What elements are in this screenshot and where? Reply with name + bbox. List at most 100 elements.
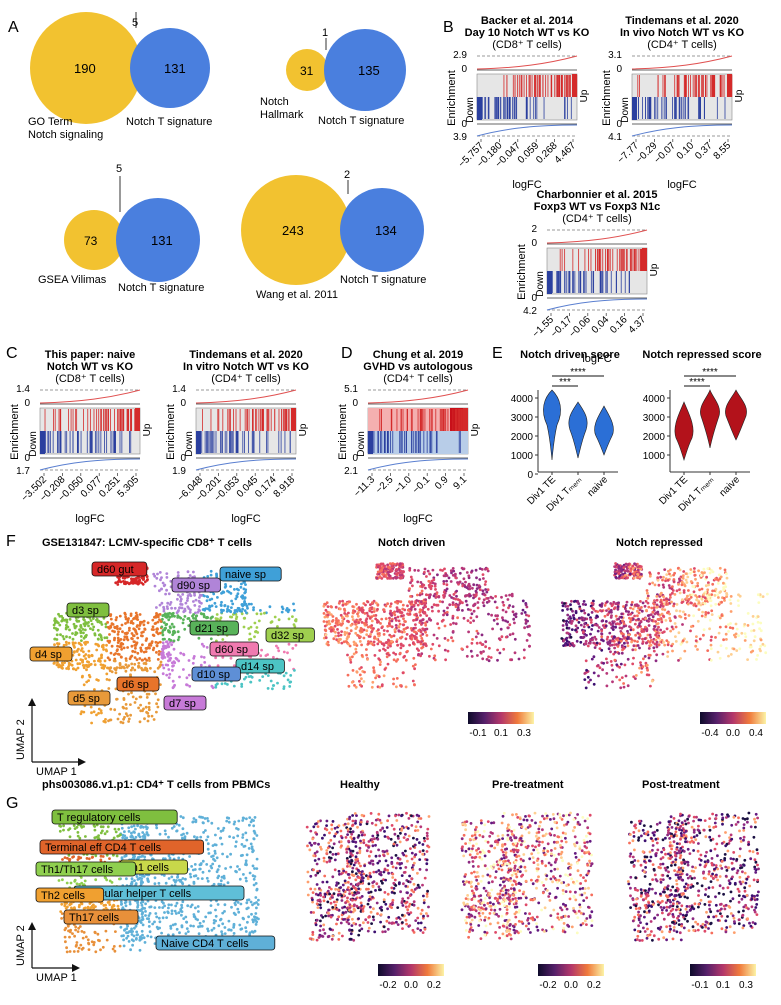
umap-f-cell <box>253 635 256 638</box>
umap-f-cell <box>130 663 133 666</box>
umap-f-repressed-cell <box>647 606 650 609</box>
umap-f-repressed-cell <box>750 646 753 649</box>
umap-f-driven-cell <box>399 623 402 626</box>
umap-f-repressed-cell <box>630 618 633 621</box>
umap-f-driven-cell <box>371 681 374 684</box>
umap-f-repressed-cell <box>566 614 569 617</box>
umap-f-driven-cell <box>409 613 412 616</box>
umap-f-repressed-cell <box>591 624 594 627</box>
violin-sig-1: **** <box>689 377 705 388</box>
umap-f-repressed-cell <box>712 571 715 574</box>
umap-f-repressed-cell <box>580 624 583 627</box>
umap-f-cell <box>249 681 252 684</box>
umap-f-driven-cell <box>450 569 453 572</box>
gsea-tick-label: 8.55 <box>712 140 734 162</box>
umap-f-driven-cell <box>444 625 447 628</box>
umap-f-repressed-cell <box>590 619 593 622</box>
umap-f-cell <box>216 682 219 685</box>
umap-f-driven-cell <box>376 604 379 607</box>
umap-f-cell <box>270 680 273 683</box>
umap-f-cell <box>148 708 151 711</box>
umap-f-driven-cell <box>379 663 382 666</box>
umap-f-driven-cell <box>374 618 377 621</box>
umap-f-cell <box>182 668 185 671</box>
umap-f-cell <box>238 607 241 610</box>
umap-f-driven-cell <box>479 651 482 654</box>
umap-f-repressed-cell <box>636 573 639 576</box>
umap-f-driven-cell <box>363 637 366 640</box>
umap-f-cell <box>147 621 150 624</box>
panel-g-subtitle-post: Post-treatment <box>642 779 720 791</box>
umap-g-cell <box>221 922 224 925</box>
umap-f-cell <box>143 623 146 626</box>
umap-f-repressed-cell <box>644 626 647 629</box>
umap-f-driven-cell <box>400 600 403 603</box>
umap-f-cell <box>186 684 189 687</box>
umap-f-cell <box>137 707 140 710</box>
umap-f-cell <box>159 683 162 686</box>
umap-g-cell <box>147 917 150 920</box>
umap-f-repressed-cell <box>718 632 721 635</box>
umap-f-repressed-cell <box>662 595 665 598</box>
umap-f-repressed-cell <box>688 614 691 617</box>
umap-f-repressed-cell <box>695 639 698 642</box>
umap-f-repressed-cell <box>720 614 723 617</box>
umap-f-cell <box>120 648 123 651</box>
umap-f-cell <box>100 638 103 641</box>
umap-f-driven-cell <box>379 565 382 568</box>
umap-f-driven-cell <box>522 600 525 603</box>
umap-f-cell <box>176 658 179 661</box>
umap-f-driven-cell <box>327 644 330 647</box>
umap-g-cell <box>193 835 196 838</box>
umap-g-cell <box>104 904 107 907</box>
umap-f-cell <box>162 655 165 658</box>
umap-f-cell <box>129 714 132 717</box>
umap-f-cell <box>182 622 185 625</box>
umap-f-repressed-cell <box>583 672 586 675</box>
umap-f-repressed-cell <box>653 650 656 653</box>
umap-f-repressed-cell <box>583 625 586 628</box>
umap-f-cell <box>159 604 162 607</box>
umap-f-driven-cell <box>337 634 340 637</box>
umap-f-driven-cell <box>383 629 386 632</box>
gsea-up-curve <box>368 390 468 403</box>
umap-g-cell <box>164 833 167 836</box>
umap-f-repressed-cell <box>579 641 582 644</box>
umap-f-repressed-cell <box>726 577 729 580</box>
umap-f-repressed-cell <box>592 642 595 645</box>
umap-f-driven-cell <box>454 574 457 577</box>
umap-f-cell <box>294 619 297 622</box>
umap-f-driven-cell <box>390 577 393 580</box>
venn-1-left-label-2: Notch signaling <box>28 129 103 141</box>
umap-f-cell <box>167 655 170 658</box>
umap-f-cell <box>259 654 262 657</box>
umap-f-cell <box>122 721 125 724</box>
umap-f-driven-cell <box>490 656 493 659</box>
umap-f-driven-cell <box>347 620 350 623</box>
umap-g-cell <box>60 917 63 920</box>
umap-f-repressed-cell <box>716 594 719 597</box>
umap-f-repressed-cell <box>691 585 694 588</box>
umap-f-repressed-cell <box>627 613 630 616</box>
umap-f-cell <box>152 648 155 651</box>
umap-f-cell <box>93 660 96 663</box>
umap-f-driven-cell <box>415 599 418 602</box>
umap-f-repressed-cell <box>609 644 612 647</box>
violin-ytick: 4000 <box>643 394 666 405</box>
umap-f-repressed-cell <box>644 617 647 620</box>
umap-f-repressed-cell <box>640 568 643 571</box>
umap-f-repressed-cell <box>707 584 710 587</box>
umap-f-driven-cell <box>351 605 354 608</box>
umap-f-cell <box>172 680 175 683</box>
umap-f-cell <box>110 618 113 621</box>
umap-f-repressed-cell <box>645 641 648 644</box>
umap-f-repressed-cell <box>660 621 663 624</box>
umap-f-repressed-cell <box>665 619 668 622</box>
venn-2: 1 31 135 Notch Hallmark Notch T signatur… <box>260 27 406 127</box>
gsea-tick-label: 4.37 <box>627 314 649 336</box>
umap-f-repressed-cell <box>709 572 712 575</box>
umap-f-repressed-cell <box>615 663 618 666</box>
umap-f-driven-cell <box>421 586 424 589</box>
umap-f-driven-cell <box>436 622 439 625</box>
umap-f-repressed-cell <box>662 641 665 644</box>
